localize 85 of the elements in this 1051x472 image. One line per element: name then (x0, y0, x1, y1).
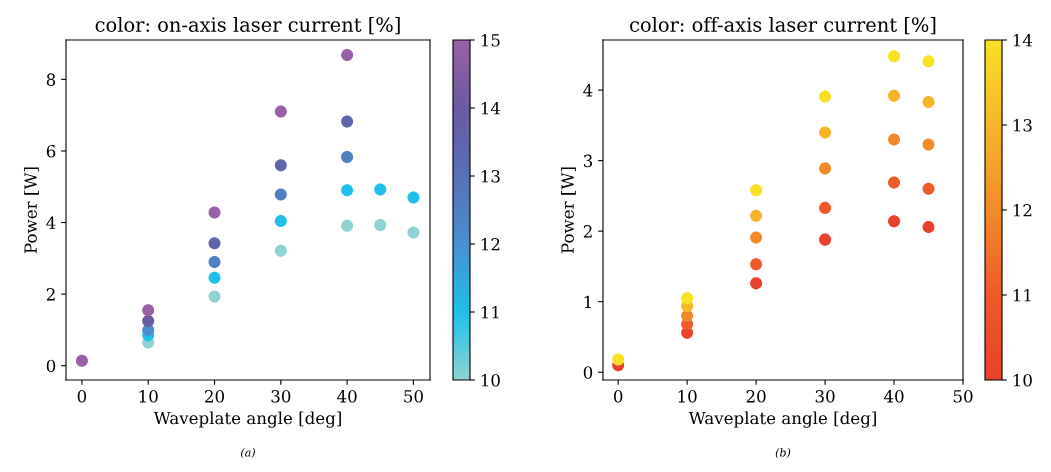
color-bar-label: 10 (1013, 373, 1032, 387)
text: (b) (775, 448, 791, 459)
y-axis-title: Power [W] (23, 167, 39, 254)
point (888, 133, 901, 146)
point (922, 220, 935, 233)
point (208, 255, 221, 268)
point (374, 183, 387, 196)
point (819, 126, 832, 139)
point (750, 209, 763, 222)
x-tick-label: 40 (883, 390, 904, 403)
point (922, 55, 935, 68)
y-tick-label: 4 (583, 84, 593, 97)
point (274, 159, 287, 172)
point (142, 304, 155, 317)
point (208, 290, 221, 303)
point (407, 191, 420, 204)
y-tick-label: 1 (584, 295, 591, 309)
x-tick-label: 20 (746, 390, 766, 403)
point (922, 138, 935, 151)
color-bar-label: 12 (481, 237, 500, 251)
color-bar-label: 11 (1013, 288, 1031, 302)
color-bar-label: 13 (1013, 118, 1032, 132)
point (274, 244, 287, 257)
y-axis-title: Power [W] (560, 167, 576, 254)
point (274, 215, 287, 228)
point (681, 292, 694, 305)
x-tick-label: 30 (815, 390, 835, 403)
color-bar-label: 12 (1013, 203, 1032, 217)
point (750, 231, 763, 244)
point (819, 90, 832, 103)
point (341, 151, 354, 164)
x-axis-title: Waveplate angle [deg] (688, 411, 876, 428)
x-tick-label: 50 (404, 390, 423, 403)
point (922, 96, 935, 109)
y-tick-label: 0 (46, 359, 56, 373)
point (750, 277, 763, 290)
x-tick-label: 10 (678, 390, 697, 403)
point (208, 237, 221, 250)
color-bar-label: 13 (481, 169, 500, 183)
y-tick-label: 3 (583, 154, 593, 168)
y-tick-label: 6 (46, 144, 56, 158)
point (341, 184, 354, 197)
point (612, 353, 625, 366)
color-bar-label: 14 (481, 101, 501, 115)
point (922, 182, 935, 195)
y-tick-label: 2 (583, 225, 592, 238)
chart-title: color: on-axis laser current [%] (95, 16, 400, 35)
point (341, 219, 354, 232)
chart-title: color: off-axis laser current [%] (630, 16, 936, 35)
point (75, 354, 88, 367)
color-bar-label: 10 (481, 373, 500, 387)
x-tick-label: 0 (77, 390, 87, 403)
y-tick-label: 0 (583, 366, 593, 379)
y-tick-label: 2 (46, 288, 55, 301)
x-tick-label: 10 (139, 390, 158, 403)
x-tick-label: 20 (205, 390, 225, 403)
color-bar-label: 15 (481, 33, 500, 47)
x-tick-label: 30 (271, 390, 291, 403)
point (374, 219, 387, 232)
point (888, 176, 901, 189)
point (208, 206, 221, 219)
point (888, 215, 901, 228)
point (750, 184, 763, 197)
point (407, 226, 420, 239)
point (274, 105, 287, 118)
point (750, 258, 763, 271)
y-tick-label: 4 (46, 216, 56, 229)
point (819, 201, 832, 214)
point (274, 188, 287, 201)
point (819, 162, 832, 175)
point (888, 89, 901, 102)
y-tick-label: 8 (46, 73, 56, 86)
point (819, 233, 832, 246)
point (208, 271, 221, 284)
text: (a) (241, 448, 255, 459)
color-bar-label: 14 (1013, 33, 1033, 47)
point (142, 314, 155, 327)
point (888, 50, 901, 63)
x-tick-label: 50 (953, 390, 973, 403)
x-tick-label: 0 (613, 390, 623, 403)
color-bar-label: 11 (481, 305, 499, 319)
point (341, 49, 354, 62)
point (341, 115, 354, 128)
x-axis-title: Waveplate angle [deg] (153, 411, 341, 428)
x-tick-label: 40 (337, 390, 357, 403)
